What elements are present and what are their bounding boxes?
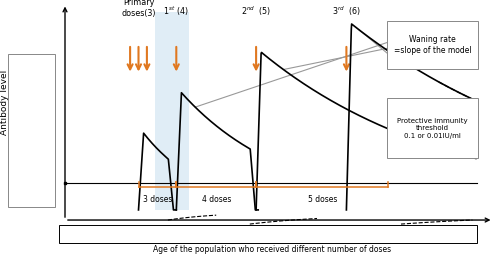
Text: 3$^{rd}$  (6): 3$^{rd}$ (6): [332, 4, 361, 18]
Text: 4 doses: 4 doses: [202, 195, 231, 204]
Text: Peak immunity
= intercept of the model: Peak immunity = intercept of the model: [12, 66, 26, 149]
Text: 3 doses: 3 doses: [142, 195, 172, 204]
Text: 5 doses: 5 doses: [308, 195, 337, 204]
Text: Waning rate
=slope of the model: Waning rate =slope of the model: [394, 35, 471, 55]
Text: Protective immunity
threshold
0.1 or 0.01IU/ml: Protective immunity threshold 0.1 or 0.0…: [397, 118, 468, 138]
FancyBboxPatch shape: [387, 21, 478, 69]
FancyBboxPatch shape: [387, 98, 478, 158]
Bar: [156, 12, 189, 210]
Text: Primary
doses(3): Primary doses(3): [121, 0, 156, 18]
Text: Age of the population who received different number of doses: Age of the population who received diffe…: [154, 245, 392, 254]
Text: Duration of protective immunity after each number of dose: Duration of protective immunity after ea…: [158, 229, 386, 238]
Text: Booster dose
1$^{st}$ (4): Booster dose 1$^{st}$ (4): [150, 0, 203, 18]
Text: 2$^{nd}$  (5): 2$^{nd}$ (5): [241, 4, 271, 18]
Text: Antibody level: Antibody level: [0, 70, 10, 135]
